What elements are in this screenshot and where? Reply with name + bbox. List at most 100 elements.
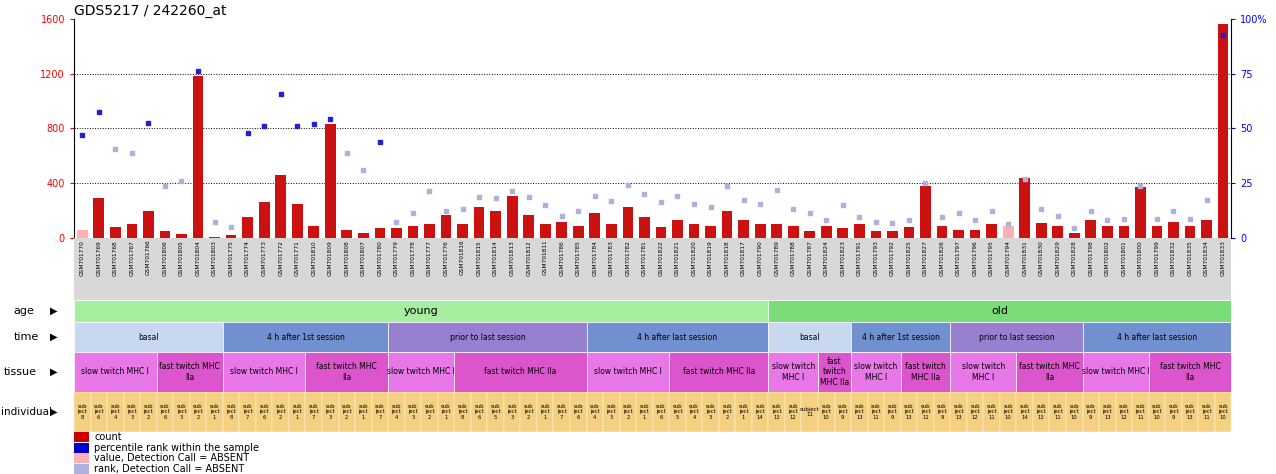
Text: fast
twitch
MHC IIa: fast twitch MHC IIa: [820, 357, 849, 387]
Bar: [454, 352, 587, 392]
Bar: [1049, 392, 1065, 432]
Text: GSM701834: GSM701834: [1205, 240, 1210, 276]
Text: sub
ject
13: sub ject 13: [1102, 404, 1113, 420]
Bar: [374, 228, 385, 238]
Bar: [637, 392, 652, 432]
Text: sub
ject
1: sub ject 1: [441, 404, 450, 420]
Text: sub
ject
3: sub ject 3: [408, 404, 417, 420]
Text: ▶: ▶: [50, 332, 57, 342]
Text: slow twitch
MHC I: slow twitch MHC I: [772, 362, 815, 382]
Text: GSM701824: GSM701824: [824, 240, 829, 276]
Text: sub
ject
6: sub ject 6: [259, 404, 269, 420]
Text: sub
ject
3: sub ject 3: [128, 404, 137, 420]
Bar: [454, 392, 471, 432]
Text: rank, Detection Call = ABSENT: rank, Detection Call = ABSENT: [94, 464, 245, 474]
Bar: [837, 228, 849, 238]
Text: sub
ject
3: sub ject 3: [176, 404, 186, 420]
Text: GSM701831: GSM701831: [1022, 240, 1027, 275]
Bar: [851, 322, 951, 352]
Bar: [77, 230, 88, 238]
Text: sub
ject
7: sub ject 7: [556, 404, 567, 420]
Text: 4 h after 1st session: 4 h after 1st session: [267, 332, 345, 341]
Bar: [854, 224, 865, 238]
Bar: [288, 392, 305, 432]
Text: GSM701798: GSM701798: [1088, 240, 1094, 276]
Bar: [656, 227, 666, 238]
Bar: [490, 210, 501, 238]
Text: sub
ject
5: sub ject 5: [491, 404, 500, 420]
Bar: [207, 392, 223, 432]
Bar: [1082, 322, 1231, 352]
Text: GSM701775: GSM701775: [228, 240, 234, 276]
Text: GSM701782: GSM701782: [625, 240, 630, 276]
Text: GSM701781: GSM701781: [642, 240, 647, 275]
Text: sub
ject
12: sub ject 12: [970, 404, 980, 420]
Text: GSM701788: GSM701788: [791, 240, 796, 276]
Bar: [768, 392, 785, 432]
Bar: [984, 392, 1000, 432]
Text: sub
ject
4: sub ject 4: [590, 404, 600, 420]
Bar: [504, 392, 521, 432]
Text: GSM701768: GSM701768: [112, 240, 117, 275]
Text: GSM701821: GSM701821: [675, 240, 680, 275]
Bar: [325, 124, 336, 238]
Bar: [1000, 392, 1017, 432]
Bar: [818, 392, 835, 432]
Bar: [901, 352, 951, 392]
Text: GSM701779: GSM701779: [394, 240, 399, 276]
Text: GSM701794: GSM701794: [1005, 240, 1011, 276]
Text: slow twitch MHC I: slow twitch MHC I: [1082, 367, 1150, 376]
Text: slow twitch MHC I: slow twitch MHC I: [388, 367, 456, 376]
Text: GSM701801: GSM701801: [1122, 240, 1127, 275]
Bar: [226, 235, 236, 238]
Bar: [669, 392, 685, 432]
Text: GSM701802: GSM701802: [1105, 240, 1110, 276]
Text: slow twitch
MHC I: slow twitch MHC I: [854, 362, 897, 382]
Bar: [967, 392, 984, 432]
Bar: [887, 231, 898, 238]
Bar: [523, 215, 535, 238]
Bar: [223, 352, 305, 392]
Bar: [570, 392, 587, 432]
Text: old: old: [991, 306, 1008, 316]
Text: GSM701819: GSM701819: [708, 240, 713, 275]
Text: tissue: tissue: [4, 367, 37, 377]
Text: sub
ject
4: sub ject 4: [111, 404, 120, 420]
Text: sub
ject
9: sub ject 9: [937, 404, 947, 420]
Text: slow twitch MHC I: slow twitch MHC I: [230, 367, 299, 376]
Bar: [689, 224, 699, 238]
Bar: [404, 392, 421, 432]
Text: sub
ject
10: sub ject 10: [822, 404, 831, 420]
Text: GSM701799: GSM701799: [1155, 240, 1160, 276]
Bar: [91, 392, 107, 432]
Text: GSM701829: GSM701829: [1055, 240, 1060, 276]
Text: sub
ject
9: sub ject 9: [838, 404, 847, 420]
Text: sub
ject
9: sub ject 9: [1169, 404, 1178, 420]
Text: young: young: [403, 306, 439, 316]
Text: fast twitch
MHC IIa: fast twitch MHC IIa: [905, 362, 946, 382]
Text: GSM701813: GSM701813: [509, 240, 514, 275]
Bar: [953, 230, 963, 238]
Text: GSM701825: GSM701825: [906, 240, 911, 276]
Text: sub
ject
7: sub ject 7: [242, 404, 253, 420]
Text: sub
ject
13: sub ject 13: [855, 404, 864, 420]
Text: sub
ject
11: sub ject 11: [986, 404, 997, 420]
Bar: [1132, 392, 1148, 432]
Bar: [388, 322, 587, 352]
Text: GSM701818: GSM701818: [725, 240, 730, 275]
Text: sub
ject
5: sub ject 5: [672, 404, 683, 420]
Bar: [669, 352, 768, 392]
Bar: [604, 392, 620, 432]
Text: GSM701823: GSM701823: [841, 240, 845, 276]
Text: sub
ject
1: sub ject 1: [739, 404, 749, 420]
Bar: [355, 392, 371, 432]
Bar: [620, 392, 637, 432]
Text: sub
ject
8: sub ject 8: [78, 404, 87, 420]
Text: 4 h after last session: 4 h after last session: [638, 332, 717, 341]
Text: sub
ject
6: sub ject 6: [475, 404, 484, 420]
Text: GSM701771: GSM701771: [295, 240, 300, 275]
Bar: [1086, 220, 1096, 238]
Bar: [1034, 392, 1049, 432]
Text: GSM701800: GSM701800: [1138, 240, 1143, 276]
Text: ▶: ▶: [50, 367, 57, 377]
